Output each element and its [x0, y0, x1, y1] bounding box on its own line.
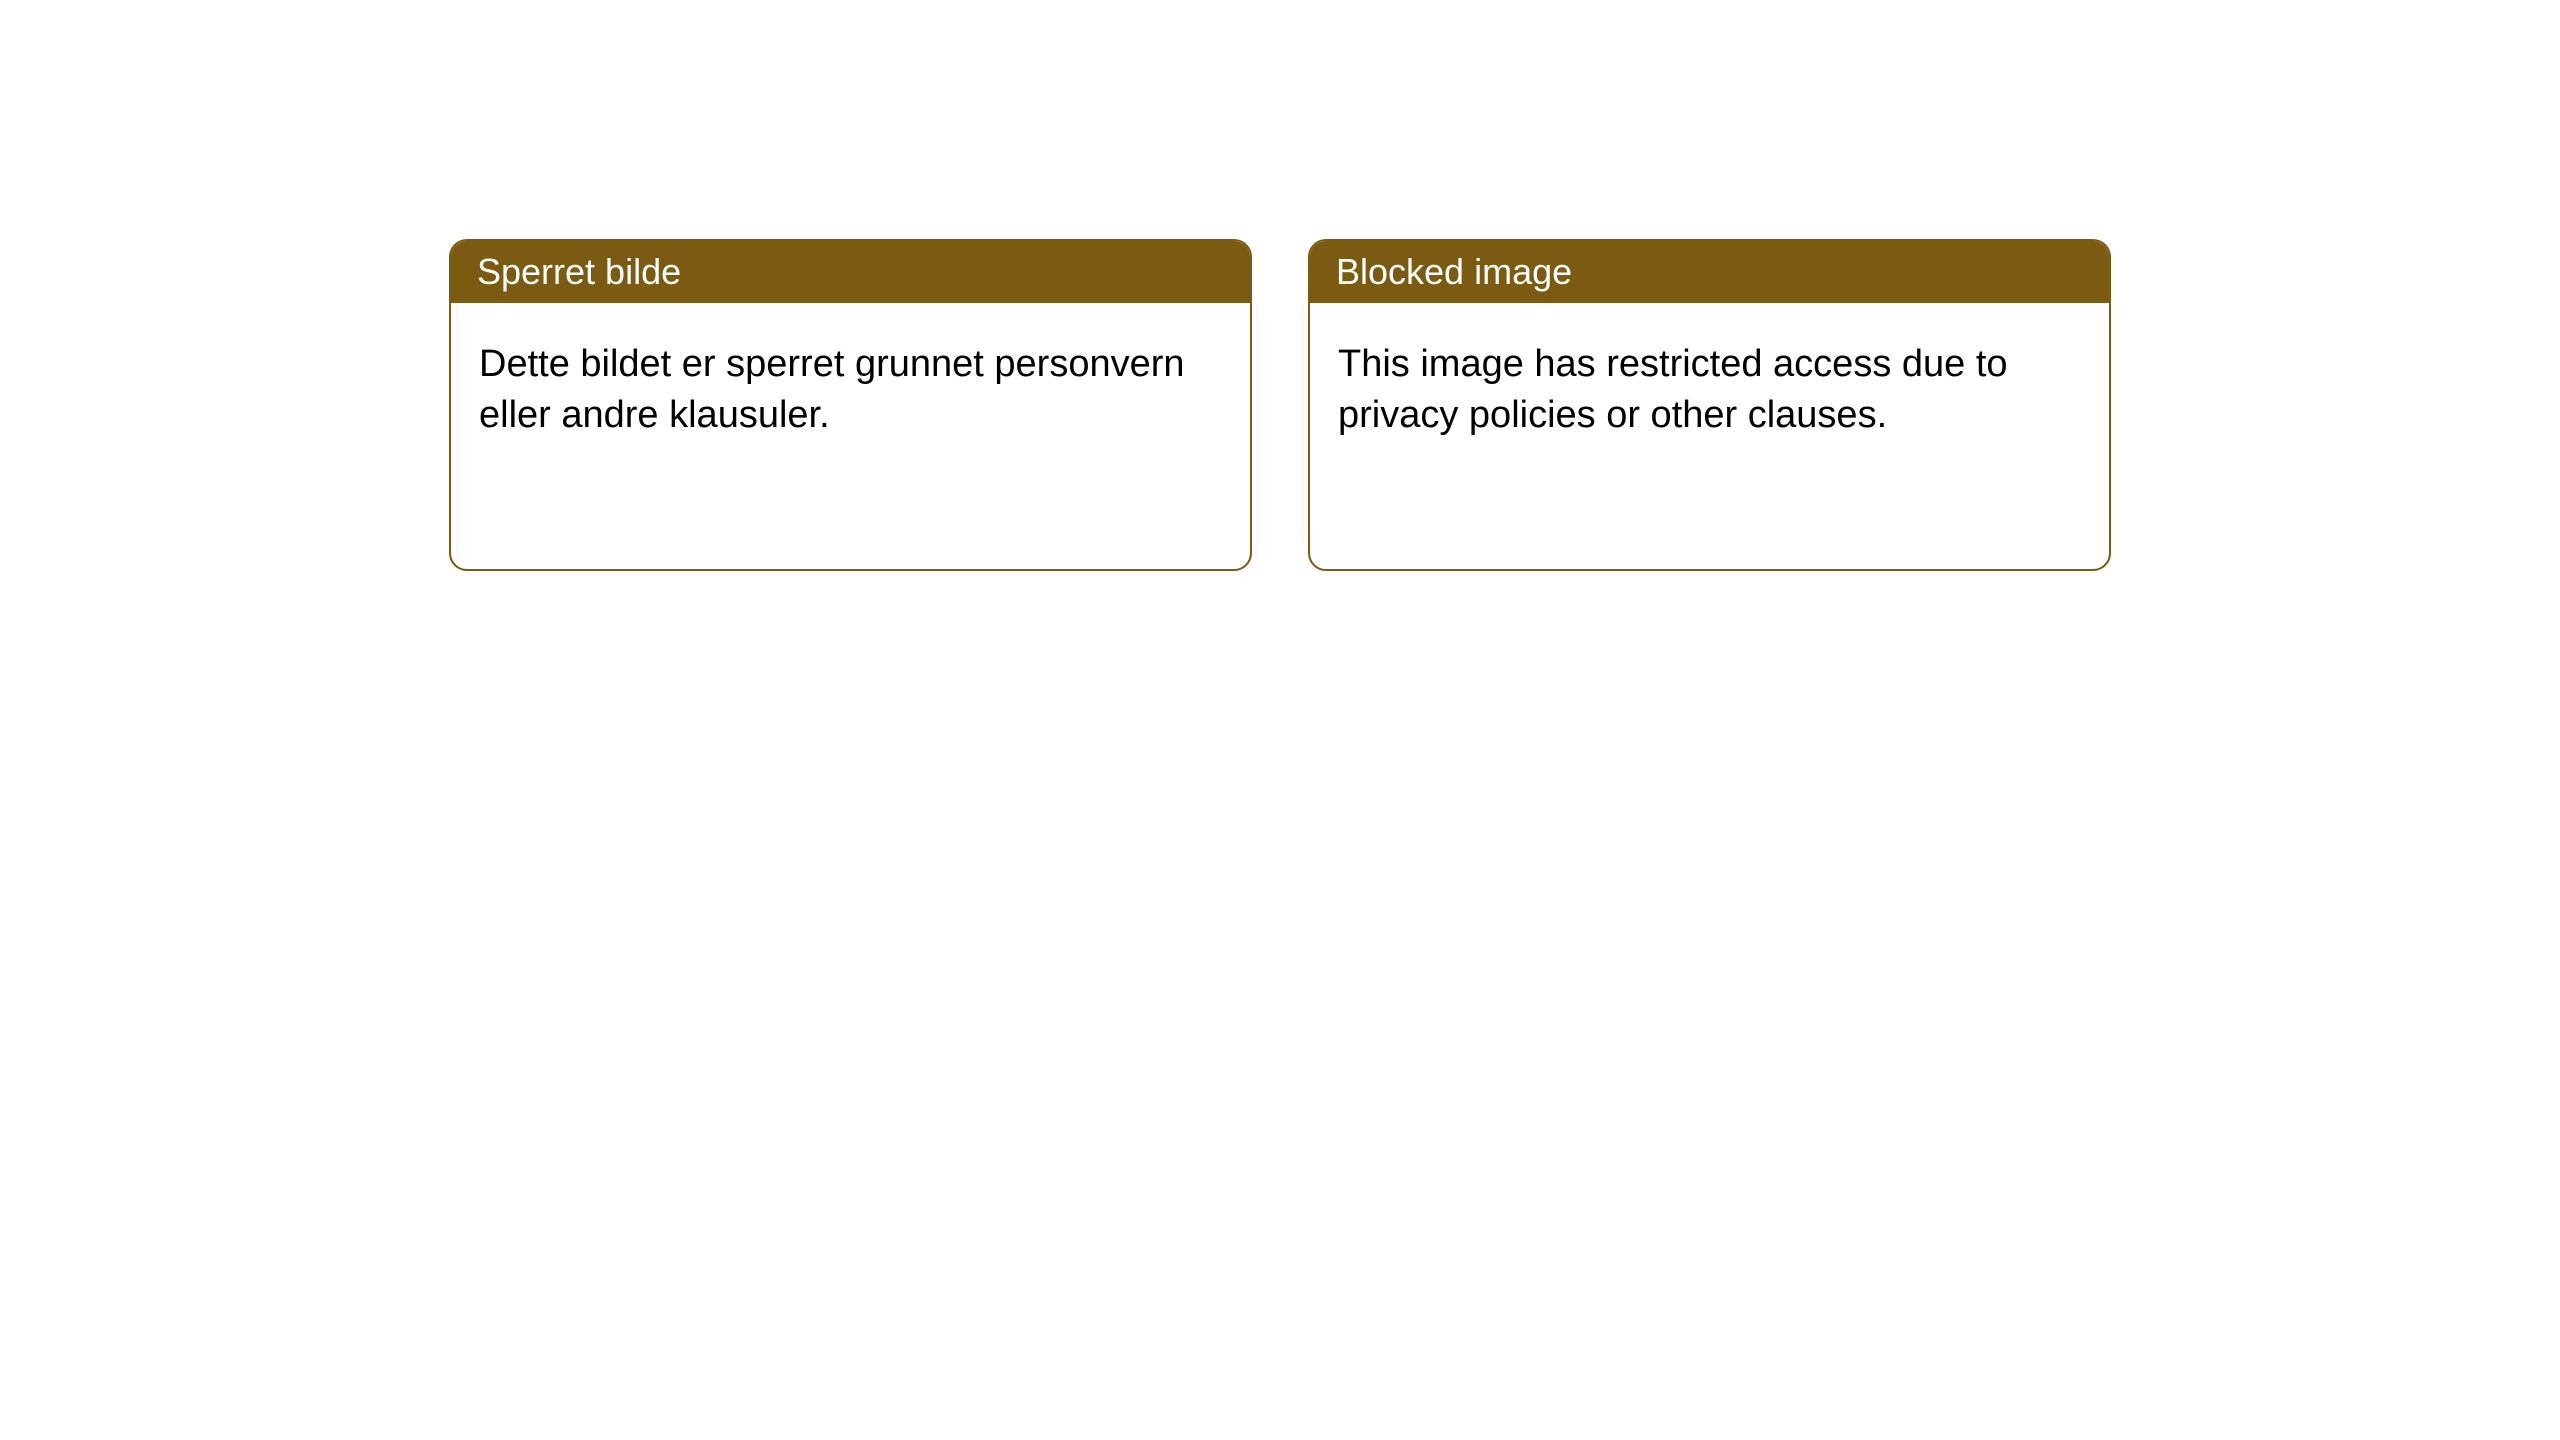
card-header-en: Blocked image: [1310, 241, 2109, 303]
blocked-image-card-en: Blocked image This image has restricted …: [1308, 239, 2111, 571]
card-body-en: This image has restricted access due to …: [1310, 303, 2109, 478]
card-header-no: Sperret bilde: [451, 241, 1250, 303]
card-title-en: Blocked image: [1336, 251, 1572, 292]
card-body-no: Dette bildet er sperret grunnet personve…: [451, 303, 1250, 478]
blocked-image-card-no: Sperret bilde Dette bildet er sperret gr…: [449, 239, 1252, 571]
card-message-en: This image has restricted access due to …: [1338, 343, 2008, 436]
card-message-no: Dette bildet er sperret grunnet personve…: [479, 343, 1185, 436]
cards-container: Sperret bilde Dette bildet er sperret gr…: [0, 0, 2560, 571]
card-title-no: Sperret bilde: [477, 251, 681, 292]
